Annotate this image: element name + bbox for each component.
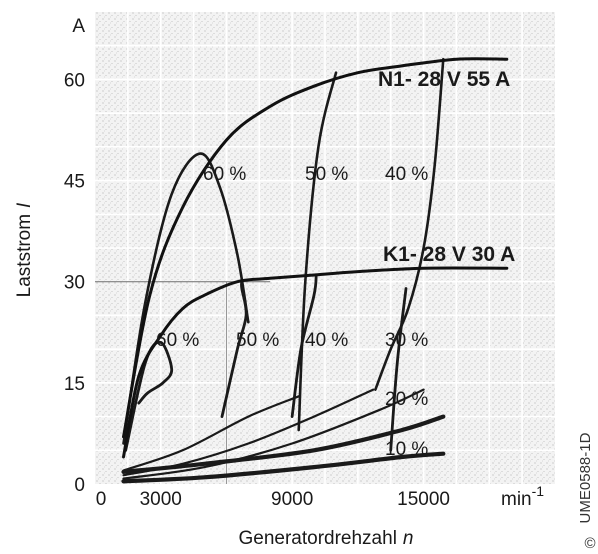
y-tick-label: 60 — [64, 70, 85, 91]
annotation-k1-60: 60 % — [156, 330, 199, 351]
efficiency-curves — [121, 57, 446, 484]
y-tick-label: 30 — [64, 273, 85, 294]
y-axis-title: Laststrom I — [14, 202, 35, 297]
x-unit-exponent: -1 — [532, 483, 545, 499]
y-axis-variable: I — [14, 202, 35, 208]
efficiency-curve-k1-10 — [121, 451, 446, 484]
x-tick-label: 3000 — [140, 489, 182, 510]
annotation-k1-30: 30 % — [385, 330, 428, 351]
y-tick-labels: 0 15 30 45 60 — [64, 70, 85, 496]
x-axis-title: Generatordrehzahl n — [238, 528, 413, 549]
series-label-n1: N1- 28 V 55 A — [378, 68, 510, 91]
annotation-n1-50: 50 % — [305, 164, 348, 185]
y-tick-label: 15 — [64, 374, 85, 395]
y-axis-title-text: Laststrom — [14, 214, 35, 297]
y-tick-label: 0 — [74, 475, 85, 496]
efficiency-curve-n1-60 — [122, 152, 250, 445]
y-unit: A — [72, 16, 85, 37]
efficiency-curve-unlabeled-1 — [122, 395, 300, 472]
annotation-k1-20: 20 % — [385, 389, 428, 410]
series-label-k1: K1- 28 V 30 A — [383, 243, 515, 266]
annotation-k1-10: 10 % — [385, 439, 428, 460]
annotation-n1-60: 60 % — [203, 164, 246, 185]
x-axis-variable: n — [403, 528, 414, 549]
main-curves — [122, 57, 509, 459]
series-line-n1 — [122, 57, 509, 439]
y-tick-label: 45 — [64, 172, 85, 193]
efficiency-curve-k1-50 — [220, 280, 248, 418]
annotation-k1-50: 50 % — [236, 330, 279, 351]
x-unit-base: min — [501, 489, 532, 510]
copyright-symbol: © — [584, 535, 595, 552]
efficiency-curve-k1-60 — [124, 340, 174, 452]
x-axis-title-text: Generatordrehzahl — [238, 528, 396, 549]
x-unit: min-1 — [501, 483, 544, 510]
efficiency-curve-unlabeled-3 — [122, 388, 425, 480]
x-tick-label: 9000 — [271, 489, 313, 510]
x-tick-label: 0 — [96, 489, 107, 510]
x-tick-labels: 0 3000 9000 15000 — [96, 489, 450, 510]
efficiency-curve-k1-40 — [290, 273, 318, 418]
efficiency-curve-n1-50 — [297, 71, 338, 432]
series-line-k1 — [122, 266, 509, 459]
efficiency-curve-n1-40 — [374, 57, 445, 391]
x-tick-label: 15000 — [397, 489, 450, 510]
annotation-n1-40: 40 % — [385, 164, 428, 185]
annotation-k1-40: 40 % — [305, 330, 348, 351]
side-code: UME0588-1D — [577, 432, 594, 523]
efficiency-curve-k1-20 — [121, 414, 446, 474]
